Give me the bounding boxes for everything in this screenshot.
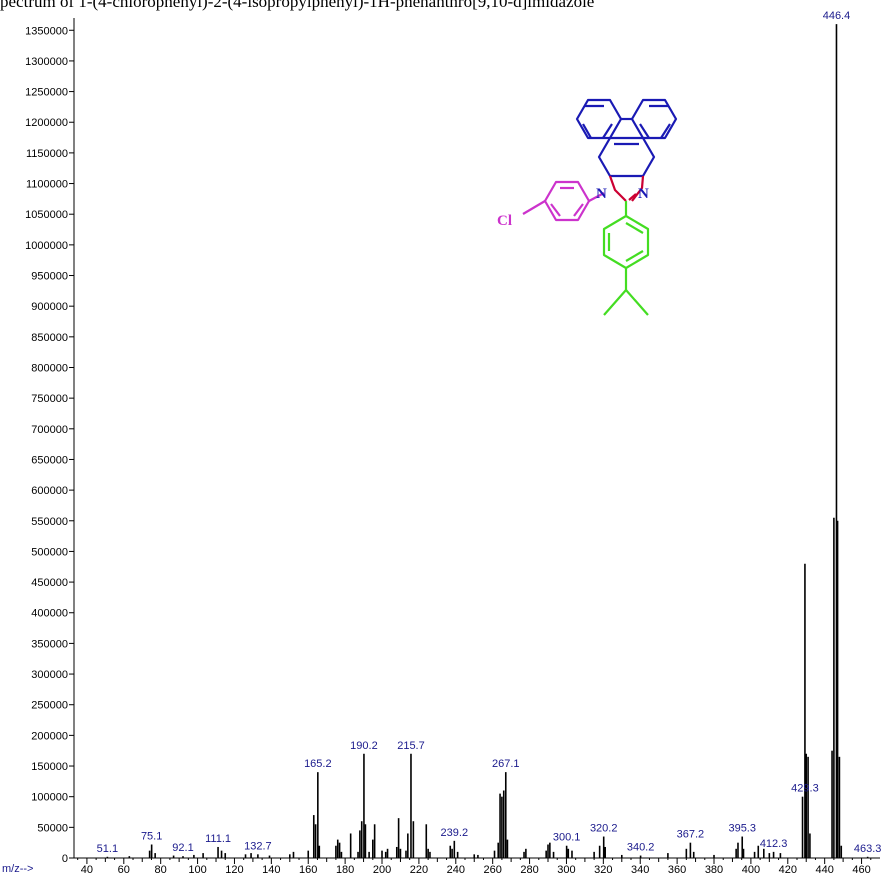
y-tick-label: 400000 (31, 608, 68, 620)
y-tick-label: 800000 (31, 362, 68, 374)
x-tick-label: 140 (262, 864, 280, 876)
peak-labels: 51.1 75.1 92.1 111.1 132.7 165.2 190.2 215.7 239… (97, 10, 882, 855)
x-tick-label: 400 (742, 864, 760, 876)
x-tick-label: 460 (852, 864, 870, 876)
y-tick-label: 200000 (31, 730, 68, 742)
x-tick-label: 300 (557, 864, 575, 876)
x-tick-label: 420 (779, 864, 797, 876)
x-tick-label: 260 (483, 864, 501, 876)
y-tick-label: 350000 (31, 638, 68, 650)
y-tick-label: 150000 (31, 761, 68, 773)
x-tick-label: 440 (815, 864, 833, 876)
y-tick-label: 1250000 (25, 87, 68, 99)
molecular-structure: N N Cl (497, 98, 678, 316)
peak-label: 367.2 (677, 829, 705, 841)
peak-label: 320.2 (590, 823, 618, 835)
y-tick-label: 900000 (31, 301, 68, 313)
peak-label: 267.1 (492, 758, 520, 770)
y-tick-label: 550000 (31, 516, 68, 528)
atom-label-n2: N (638, 186, 649, 202)
y-tick-label: 850000 (31, 332, 68, 344)
peak-label: 395.3 (728, 823, 756, 835)
peak-label: 429.3 (791, 783, 819, 795)
y-tick-label: 1100000 (26, 179, 68, 191)
x-tick-label: 100 (188, 864, 206, 876)
y-tick-label: 50000 (37, 822, 68, 834)
x-axis: 40 60 80 100 120 140 160 180 200 220 240 260 280 300 3… (77, 858, 872, 876)
y-tick-label: 600000 (31, 485, 68, 497)
y-tick-label: 1150000 (26, 148, 68, 160)
peak-label: 190.2 (350, 740, 378, 752)
y-tick-label: 1050000 (25, 209, 68, 221)
x-tick-label: 340 (631, 864, 649, 876)
peak-label: 132.7 (244, 840, 272, 852)
y-tick-label: 500000 (31, 546, 68, 558)
peak-label: 463.3 (854, 843, 882, 855)
peak-label: 300.1 (553, 832, 581, 844)
x-tick-label: 320 (594, 864, 612, 876)
plot-frame (73, 18, 880, 859)
y-tick-label: 750000 (31, 393, 68, 405)
peak-label: 239.2 (441, 827, 469, 839)
peak-label: 215.7 (397, 740, 425, 752)
chlorophenyl-ring (522, 180, 605, 222)
peak-label: 446.4 (823, 10, 851, 22)
peak-label: 92.1 (172, 842, 193, 854)
x-tick-label: 220 (410, 864, 428, 876)
y-tick-label: 0 (62, 853, 68, 865)
y-axis: 0 50000 100000 150000 200000 250000 300000 3500… (25, 25, 74, 865)
y-tick-label: 250000 (31, 700, 68, 712)
x-tick-label: 40 (81, 864, 93, 876)
peak-label: 412.3 (760, 838, 788, 850)
x-axis-label: m/z--> (2, 863, 33, 875)
x-tick-label: 160 (299, 864, 317, 876)
y-tick-label: 450000 (31, 577, 68, 589)
chart-title: pectrum of 1-(4-chlorophenyl)-2-(4-isopr… (0, 0, 595, 11)
imidazole-ring (608, 175, 645, 202)
x-tick-label: 60 (118, 864, 130, 876)
atom-label-n1: N (596, 186, 607, 202)
spectrum-peaks (106, 24, 869, 858)
x-tick-label: 280 (520, 864, 538, 876)
atom-label-cl: Cl (497, 213, 512, 229)
peak-label: 51.1 (97, 843, 118, 855)
peak-label: 340.2 (627, 842, 655, 854)
x-tick-label: 180 (336, 864, 354, 876)
x-tick-label: 200 (373, 864, 391, 876)
x-tick-label: 360 (668, 864, 686, 876)
y-tick-label: 700000 (31, 424, 68, 436)
y-tick-label: 1350000 (25, 25, 68, 37)
y-tick-label: 1200000 (25, 117, 68, 129)
peak-label: 75.1 (141, 831, 162, 843)
x-tick-label: 80 (155, 864, 167, 876)
y-tick-label: 100000 (31, 792, 68, 804)
isopropylphenyl-ring (602, 201, 650, 316)
x-tick-label: 240 (447, 864, 465, 876)
y-tick-label: 650000 (31, 454, 68, 466)
x-tick-label: 120 (225, 864, 243, 876)
y-tick-label: 300000 (31, 669, 68, 681)
y-tick-label: 1300000 (25, 56, 68, 68)
x-tick-label: 380 (705, 864, 723, 876)
peak-label: 111.1 (205, 833, 231, 845)
y-tick-label: 950000 (31, 271, 68, 283)
phenanthrene-rings (575, 98, 678, 178)
peak-label: 165.2 (304, 758, 332, 770)
y-tick-label: 1000000 (25, 240, 68, 252)
